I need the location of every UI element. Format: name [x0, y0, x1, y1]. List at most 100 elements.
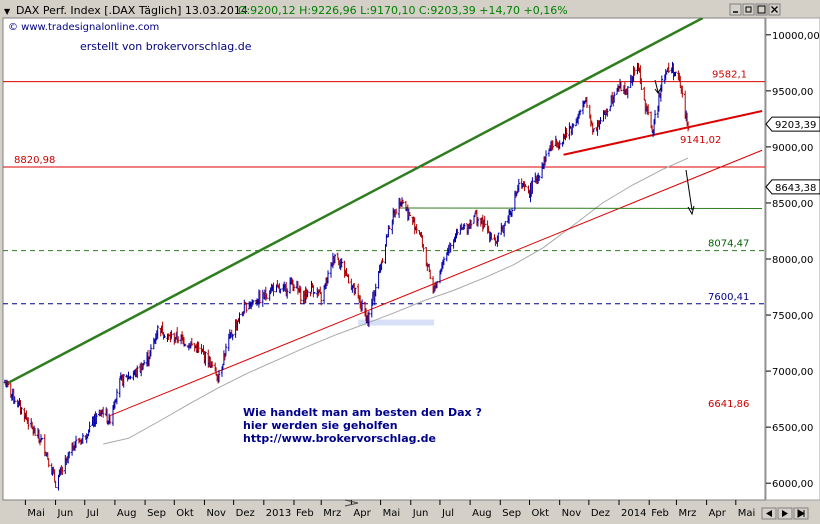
y-tick-label-3: 8500,00 — [772, 199, 813, 210]
price-bar-193 — [265, 293, 268, 300]
x-tick-label-0: Mai — [27, 508, 45, 519]
left-arrow-icon — [766, 510, 772, 517]
restore-icon[interactable] — [742, 3, 755, 16]
minimize-icon[interactable] — [729, 3, 742, 16]
price-bar-253 — [347, 274, 350, 284]
price-bar-289 — [397, 197, 401, 218]
price-bar-398 — [544, 150, 548, 162]
price-bar-283 — [388, 226, 391, 230]
price-bar-338 — [463, 223, 466, 230]
price-bar-123 — [170, 330, 173, 339]
price-bar-333 — [456, 228, 459, 236]
price-bar-13 — [20, 407, 23, 415]
end-arrow-icon — [797, 509, 805, 518]
y-tick-label-4: 8000,00 — [772, 255, 813, 266]
price-bar-498 — [681, 85, 684, 98]
price-bar-373 — [510, 207, 514, 217]
price-bar-122 — [169, 331, 172, 343]
price-bar-403 — [551, 140, 554, 150]
price-bar-53 — [74, 435, 78, 449]
price-bar-413 — [565, 128, 568, 138]
price-bar-453 — [619, 81, 623, 92]
level-label-4: 7600,41 — [708, 292, 749, 303]
price-bar-103 — [142, 359, 146, 366]
maximize-icon[interactable] — [755, 3, 768, 16]
price-bar-408 — [558, 140, 561, 149]
price-bar-168 — [231, 333, 234, 341]
price-bar-478 — [653, 110, 657, 125]
price-bar-118 — [163, 334, 166, 338]
price-bar-203 — [279, 288, 282, 294]
price-bar-38 — [54, 480, 57, 488]
price-bar-323 — [442, 256, 446, 266]
price-bar-148 — [204, 351, 207, 366]
price-bar-153 — [211, 361, 214, 368]
x-tick-label-15: Aug — [472, 508, 492, 519]
price-bar-23 — [33, 427, 37, 436]
price-badge-0: 9203,39 — [775, 120, 816, 131]
price-bar-68 — [95, 413, 98, 425]
y-tick-label-5: 7500,00 — [772, 311, 813, 322]
x-tick-label-8: 2013 — [266, 508, 291, 519]
price-bar-233 — [320, 292, 323, 306]
x-tick-label-4: Sep — [147, 508, 166, 519]
annotation-link[interactable]: http://www.brokervorschlag.de — [243, 432, 436, 445]
price-bar-473 — [647, 104, 650, 116]
price-bar-388 — [531, 177, 534, 194]
price-bar-173 — [238, 312, 241, 324]
price-bar-280 — [385, 234, 388, 247]
x-tick-label-3: Aug — [117, 508, 137, 519]
x-tick-label-1: Jun — [57, 508, 74, 519]
price-bar-353 — [483, 215, 486, 228]
source-watermark: © www.tradesignalonline.com — [8, 22, 159, 33]
price-bar-258 — [354, 287, 357, 295]
price-bar-318 — [435, 281, 439, 289]
x-tick-label-2: Jul — [86, 508, 99, 519]
menu-arrow-icon[interactable]: ▼ — [4, 7, 11, 16]
y-tick-label-2: 9000,00 — [772, 143, 813, 154]
x-tick-label-13: Jun — [412, 508, 429, 519]
price-badge-box-0 — [765, 116, 820, 132]
price-bar-178 — [245, 302, 248, 313]
support-zone-marker — [358, 319, 435, 326]
y-tick-label-1: 9500,00 — [772, 87, 813, 98]
price-bar-423 — [578, 109, 582, 116]
moving-average-line — [103, 157, 689, 445]
y-tick-label-6: 7000,00 — [772, 367, 813, 378]
x-tick-label-10: Mrz — [323, 508, 341, 519]
price-bar-18 — [27, 417, 30, 430]
price-bar-273 — [374, 283, 377, 297]
price-bar-3 — [6, 380, 10, 387]
x-tick-label-16: Sep — [502, 508, 521, 519]
price-bar-78 — [108, 416, 112, 425]
plot-layer — [3, 18, 765, 491]
price-bar-428 — [585, 97, 589, 108]
price-bar-113 — [156, 325, 159, 339]
price-bar-299 — [411, 216, 414, 225]
level-label-1: 9141,02 — [680, 135, 721, 146]
price-bar-28 — [40, 437, 44, 441]
price-bar-397 — [543, 156, 547, 166]
price-bar-135 — [187, 343, 191, 351]
price-bar-43 — [61, 466, 64, 475]
annotation-line-2: hier werden sie geholfen — [243, 419, 398, 432]
price-bar-358 — [490, 232, 493, 240]
price-bar-63 — [88, 421, 91, 433]
price-bar-278 — [381, 258, 384, 264]
x-tick-label-22: Mrz — [678, 508, 696, 519]
price-bar-158 — [217, 369, 221, 383]
price-bar-463 — [633, 67, 636, 76]
price-bar-58 — [81, 433, 84, 444]
price-badge-box-1 — [765, 179, 820, 195]
price-bar-298 — [408, 212, 411, 217]
x-tick-label-21: Feb — [651, 508, 669, 519]
plot-area — [2, 17, 766, 501]
level-label-2: 8820,98 — [14, 155, 55, 166]
price-bar-483 — [660, 75, 663, 92]
trendline-3 — [401, 207, 763, 210]
price-bar-248 — [340, 258, 343, 268]
scroll-arrows — [761, 507, 809, 520]
price-bar-310 — [426, 262, 429, 271]
price-bar-328 — [449, 242, 452, 253]
